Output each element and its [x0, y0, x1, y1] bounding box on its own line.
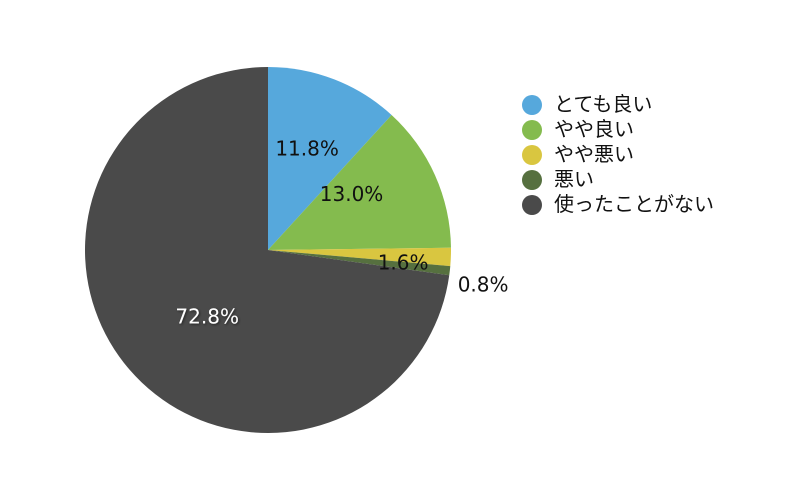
pie-slice-1	[268, 67, 392, 250]
chart-legend: とても良い やや良い やや悪い 悪い 使ったことがない	[522, 92, 792, 217]
legend-label: 悪い	[554, 167, 594, 191]
legend-item-5: 使ったことがない	[522, 192, 792, 217]
pie-slices	[84, 67, 452, 433]
legend-item-4: 悪い	[522, 167, 792, 192]
legend-item-2: やや良い	[522, 117, 792, 142]
legend-swatch	[522, 94, 542, 115]
legend-label: 使ったことがない	[554, 192, 714, 216]
pie-value-label-4: 0.8%	[458, 272, 509, 296]
legend-swatch	[522, 144, 542, 165]
legend-label: やや悪い	[554, 142, 634, 166]
legend-item-1: とても良い	[522, 92, 792, 117]
pie-value-label-2: 13.0%	[320, 182, 384, 206]
pie-slice-2	[268, 115, 451, 251]
legend-swatch	[522, 119, 542, 140]
legend-label: やや良い	[554, 117, 634, 141]
pie-value-labels: 11.8% 13.0% 1.6% 0.8% 72.8%	[175, 137, 508, 329]
pie-value-label-5: 72.8%	[175, 305, 239, 329]
pie-value-label-1: 11.8%	[275, 137, 339, 161]
legend-item-3: やや悪い	[522, 142, 792, 167]
pie-value-label-3: 1.6%	[378, 251, 429, 275]
legend-label: とても良い	[554, 92, 653, 116]
pie-slice-3	[268, 247, 452, 267]
pie-slice-5	[84, 67, 450, 433]
legend-swatch	[522, 194, 542, 215]
pie-slice-4	[268, 250, 451, 276]
legend-swatch	[522, 169, 542, 190]
